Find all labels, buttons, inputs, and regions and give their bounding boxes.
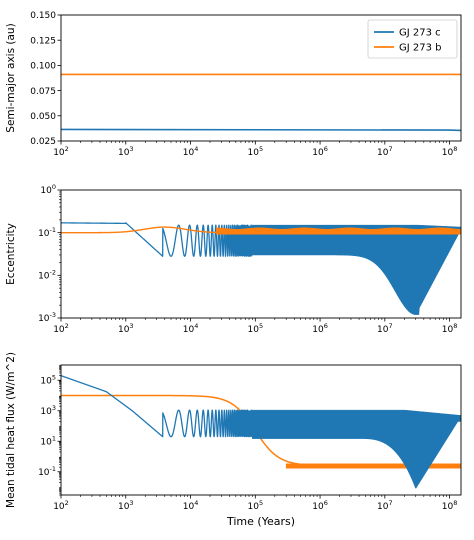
series-gj273b-line: [61, 226, 230, 234]
x-tick-label: 105: [248, 145, 264, 158]
plot-area: [61, 73, 461, 132]
y-tick-label: 10-3: [38, 311, 56, 324]
y-tick-label: 101: [40, 434, 56, 447]
y-tick-label: 0.050: [30, 112, 56, 122]
x-tick-label: 102: [53, 499, 69, 512]
x-tick-label: 107: [377, 322, 393, 335]
x-axis-label: Time (Years): [226, 515, 295, 528]
x-tick-label: 106: [312, 145, 328, 158]
x-tick-label: 108: [442, 499, 458, 512]
legend: GJ 273 c GJ 273 b: [367, 19, 458, 59]
x-tick-label: 104: [183, 145, 199, 158]
plot-frame: [60, 14, 462, 142]
x-tick-label: 106: [312, 499, 328, 512]
y-tick-label: 10-1: [38, 465, 56, 478]
x-tick-label: 107: [377, 145, 393, 158]
panel-1: 102 103 104 105 106 107 108 0.025 0.050 0.075 0.10…: [5, 11, 462, 158]
x-axis: 102 103 104 105 106 107 108: [53, 318, 457, 335]
plot-frame: [60, 364, 462, 496]
plot-area: [61, 222, 461, 315]
plot-area: [61, 375, 461, 489]
series-gj273c-band: [252, 224, 461, 315]
y-tick-label: 10-2: [38, 269, 56, 282]
panel-3: 102 103 104 105 106 107 108 10-1 101 103 105 Mean t…: [5, 352, 462, 528]
y-tick-label: 0.150: [30, 11, 56, 21]
x-axis: 102 103 104 105 106 107 108: [53, 141, 457, 158]
y-axis: 10-1 101 103 105: [38, 365, 61, 496]
legend-label: GJ 273 b: [399, 43, 442, 54]
legend-box: [367, 19, 458, 59]
x-tick-label: 104: [183, 322, 199, 335]
series-gj273c-line: [61, 375, 253, 438]
x-tick-label: 107: [377, 499, 393, 512]
y-axis: 10-3 10-2 10-1 100: [38, 183, 61, 324]
y-tick-label: 0.075: [30, 87, 56, 97]
plot-frame: [60, 189, 462, 319]
series-gj273c-line: [61, 222, 253, 257]
y-tick-label: 10-1: [38, 226, 56, 239]
y-axis-label: Semi-major axis (au): [5, 23, 17, 132]
x-tick-label: 105: [248, 322, 264, 335]
series-gj273c-line: [61, 128, 461, 132]
x-tick-label: 103: [118, 322, 134, 335]
x-tick-label: 102: [53, 322, 69, 335]
y-axis-label: Mean tidal heat flux (W/m^2): [5, 352, 17, 508]
x-tick-label: 103: [118, 499, 134, 512]
y-tick-label: 0.125: [30, 36, 56, 46]
x-axis: 102 103 104 105 106 107 108: [53, 495, 457, 512]
y-tick-label: 105: [40, 373, 56, 386]
y-tick-label: 0.100: [30, 62, 56, 72]
panel-2: 102 103 104 105 106 107 108 10-3 10-2 10-1 100 Ecce…: [5, 183, 462, 335]
x-tick-label: 104: [183, 499, 199, 512]
x-tick-label: 106: [312, 322, 328, 335]
x-tick-label: 102: [53, 145, 69, 158]
y-tick-label: 103: [40, 404, 56, 417]
legend-label: GJ 273 c: [399, 28, 441, 39]
y-axis: 0.025 0.050 0.075 0.100 0.125 0.150: [30, 11, 61, 147]
y-tick-label: 0.025: [30, 137, 56, 147]
series-gj273c-band: [252, 409, 461, 489]
x-tick-label: 108: [442, 145, 458, 158]
x-tick-label: 103: [118, 145, 134, 158]
series-gj273b-band: [285, 463, 461, 469]
series-gj273b-band: [216, 227, 461, 235]
x-tick-label: 108: [442, 322, 458, 335]
y-tick-label: 100: [40, 183, 56, 196]
x-tick-label: 105: [248, 499, 264, 512]
y-axis-label: Eccentricity: [5, 223, 17, 285]
